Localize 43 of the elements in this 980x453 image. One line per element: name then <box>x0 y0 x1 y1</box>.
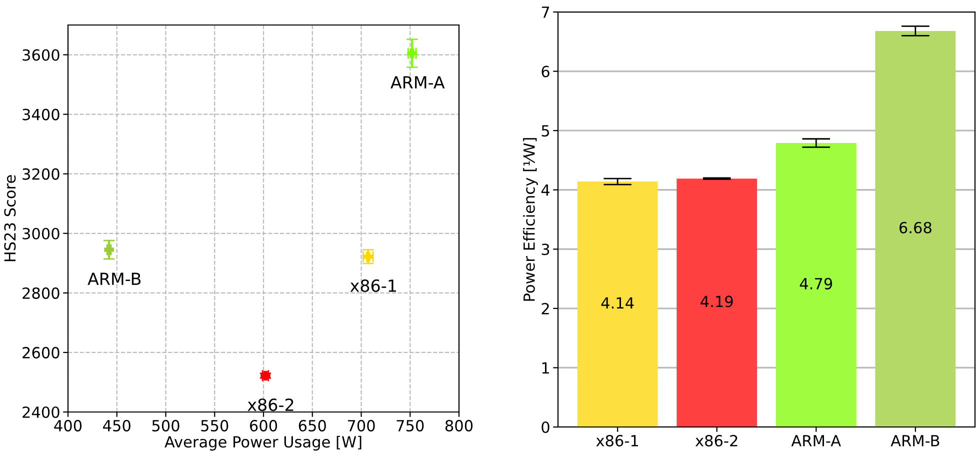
annotation: ARM-B <box>88 272 141 285</box>
y-tick-label: 2600 <box>22 346 60 358</box>
bar <box>577 182 658 427</box>
y-tick-label: 3600 <box>22 49 60 61</box>
y-tick-label: 7 <box>542 6 550 18</box>
y-axis-title: HS23 Score <box>4 175 16 262</box>
bar <box>776 143 856 427</box>
x-tick-label: 400 <box>54 420 82 432</box>
y-tick-label: 6 <box>542 66 550 78</box>
y-tick-label: 3400 <box>22 108 60 120</box>
x-tick-label: x86-1 <box>596 434 638 446</box>
x-tick-label: 700 <box>348 420 375 432</box>
y-tick-label: 3000 <box>22 228 60 240</box>
y-tick-label: 2800 <box>22 287 60 299</box>
y-tick-label: 3200 <box>22 168 60 180</box>
y-tick-label: 4 <box>541 184 550 196</box>
y-tick-label: 2400 <box>22 406 60 418</box>
bar <box>875 30 956 427</box>
annotation: x86-1 <box>350 279 396 292</box>
x-tick-label: ARM-B <box>890 435 940 446</box>
data-label: 4.14 <box>601 297 634 308</box>
annotation: ARM-A <box>390 76 445 88</box>
x-tick-label: 600 <box>250 420 278 432</box>
y-axis-title: Power Efficiency [¹⁄W] <box>523 138 538 301</box>
x-tick-label: x86-2 <box>695 434 738 446</box>
x-tick-label: 550 <box>201 420 228 432</box>
y-tick-label: 0 <box>542 421 550 434</box>
x-tick-label: 650 <box>298 420 326 432</box>
x-tick-label: 750 <box>396 420 424 432</box>
x-tick-label: 450 <box>103 420 130 432</box>
y-tick-label: 2 <box>542 302 549 314</box>
x-axis-title: Average Power Usage [W] <box>164 436 362 451</box>
annotation: x86-2 <box>248 398 294 412</box>
y-tick-label: 5 <box>542 125 550 137</box>
data-label: 4.19 <box>700 296 733 308</box>
y-tick-label: 3 <box>542 244 550 256</box>
x-tick-label: 500 <box>152 420 180 432</box>
x-tick-label: ARM-A <box>791 435 841 446</box>
data-label: 4.79 <box>800 278 832 290</box>
x-tick-label: 800 <box>445 420 473 432</box>
y-tick-label: 1 <box>542 362 549 374</box>
data-label: 6.68 <box>899 222 932 234</box>
bar <box>676 178 758 427</box>
